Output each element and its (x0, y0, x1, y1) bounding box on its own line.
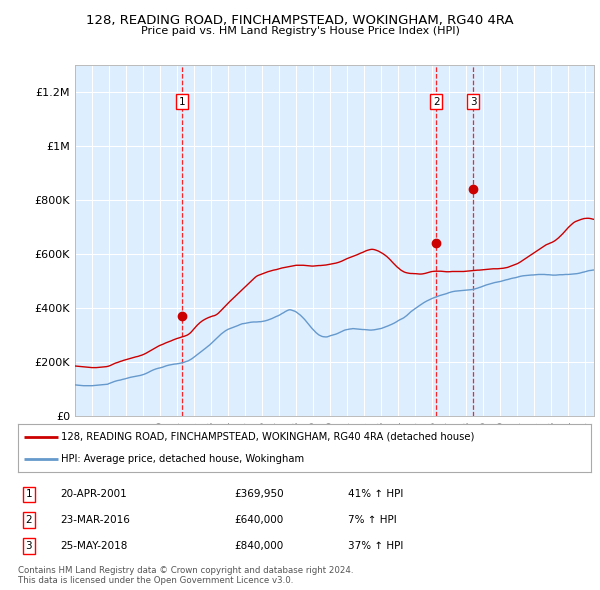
Text: 2: 2 (25, 516, 32, 525)
Text: Price paid vs. HM Land Registry's House Price Index (HPI): Price paid vs. HM Land Registry's House … (140, 26, 460, 35)
Text: £369,950: £369,950 (234, 490, 284, 499)
Text: 41% ↑ HPI: 41% ↑ HPI (348, 490, 403, 499)
Text: 20-APR-2001: 20-APR-2001 (60, 490, 127, 499)
Text: 2: 2 (433, 97, 439, 107)
Text: 3: 3 (25, 542, 32, 551)
Text: 128, READING ROAD, FINCHAMPSTEAD, WOKINGHAM, RG40 4RA: 128, READING ROAD, FINCHAMPSTEAD, WOKING… (86, 14, 514, 27)
Text: 25-MAY-2018: 25-MAY-2018 (60, 542, 127, 551)
Text: £840,000: £840,000 (234, 542, 283, 551)
Text: HPI: Average price, detached house, Wokingham: HPI: Average price, detached house, Woki… (61, 454, 304, 464)
Text: 1: 1 (179, 97, 185, 107)
Text: 37% ↑ HPI: 37% ↑ HPI (348, 542, 403, 551)
Text: Contains HM Land Registry data © Crown copyright and database right 2024.
This d: Contains HM Land Registry data © Crown c… (18, 566, 353, 585)
Text: 7% ↑ HPI: 7% ↑ HPI (348, 516, 397, 525)
Text: £640,000: £640,000 (234, 516, 283, 525)
Text: 1: 1 (25, 490, 32, 499)
Text: 3: 3 (470, 97, 476, 107)
Text: 128, READING ROAD, FINCHAMPSTEAD, WOKINGHAM, RG40 4RA (detached house): 128, READING ROAD, FINCHAMPSTEAD, WOKING… (61, 432, 475, 442)
Text: 23-MAR-2016: 23-MAR-2016 (60, 516, 130, 525)
